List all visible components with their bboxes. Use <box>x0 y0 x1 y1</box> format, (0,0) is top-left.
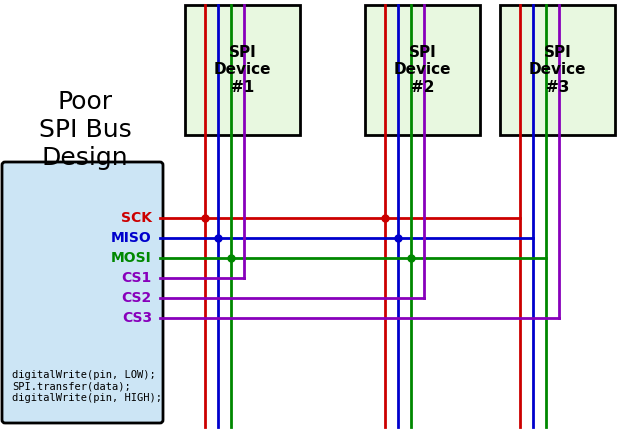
Text: CS3: CS3 <box>122 311 152 325</box>
Text: CS1: CS1 <box>122 271 152 285</box>
Text: Poor
SPI Bus
Design: Poor SPI Bus Design <box>38 90 131 170</box>
Bar <box>185 5 300 135</box>
Text: SPI
Device
#1: SPI Device #1 <box>214 45 271 95</box>
FancyBboxPatch shape <box>2 162 163 423</box>
Text: CS2: CS2 <box>122 291 152 305</box>
Text: digitalWrite(pin, LOW);
SPI.transfer(data);
digitalWrite(pin, HIGH);: digitalWrite(pin, LOW); SPI.transfer(dat… <box>12 370 162 403</box>
Text: SCK: SCK <box>121 211 152 225</box>
Bar <box>365 5 480 135</box>
Text: SPI
Device
#3: SPI Device #3 <box>529 45 586 95</box>
Text: MISO: MISO <box>111 231 152 245</box>
Text: SPI
Device
#2: SPI Device #2 <box>394 45 451 95</box>
Bar <box>500 5 615 135</box>
Text: MOSI: MOSI <box>111 251 152 265</box>
